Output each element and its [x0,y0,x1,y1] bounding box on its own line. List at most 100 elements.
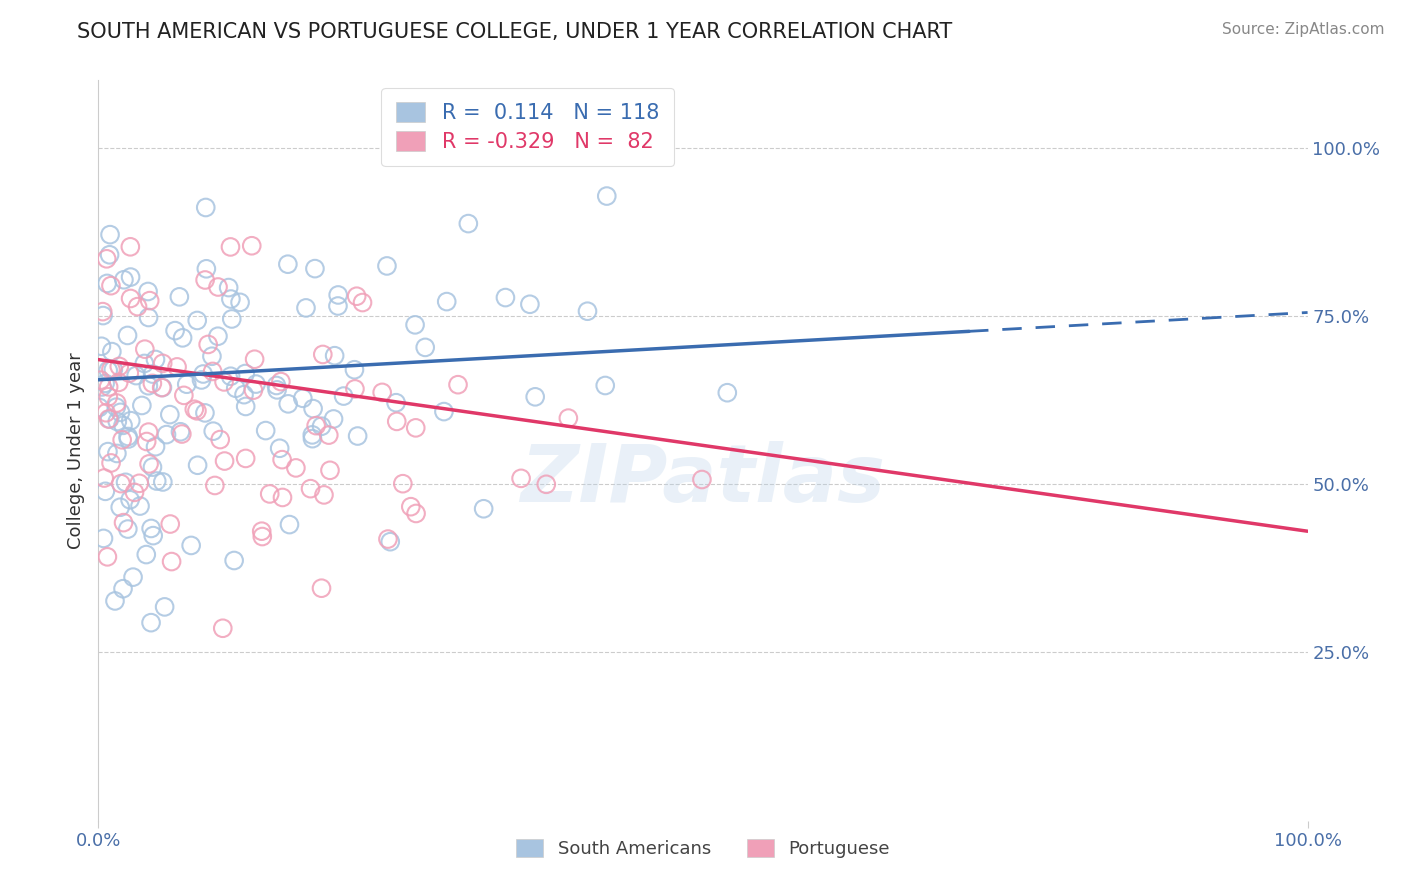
Point [201,364,224,378]
Point [160,555,183,569]
Point [139,615,162,630]
Point [328,288,350,302]
Point [284,461,307,475]
Y-axis label: College, Under 1 year: College, Under 1 year [66,352,84,549]
Point [105,400,128,414]
Point [346,429,368,443]
Point [322,412,344,426]
Point [277,397,299,411]
Point [120,492,142,507]
Point [187,458,209,473]
Point [91,380,114,394]
Point [225,381,247,395]
Point [186,404,208,418]
Point [413,340,436,354]
Point [107,376,129,390]
Point [318,428,340,442]
Point [319,463,342,477]
Point [207,329,229,343]
Point [97,380,120,394]
Point [405,507,427,521]
Point [103,362,125,376]
Point [201,349,224,363]
Point [117,522,139,536]
Point [114,475,136,490]
Point [152,380,174,394]
Point [214,454,236,468]
Point [332,389,354,403]
Point [235,400,257,414]
Point [311,581,333,595]
Point [120,270,142,285]
Point [110,500,132,515]
Point [169,425,191,439]
Point [159,516,181,531]
Point [405,421,427,435]
Point [240,239,263,253]
Point [98,248,121,262]
Point [271,452,294,467]
Point [343,382,366,396]
Point [173,388,195,402]
Point [112,418,135,433]
Point [190,373,212,387]
Point [159,408,181,422]
Point [105,415,128,429]
Point [346,289,368,303]
Point [302,401,325,416]
Point [110,405,132,419]
Point [152,356,174,370]
Point [242,383,264,397]
Point [259,487,281,501]
Point [129,499,152,513]
Point [270,375,292,389]
Point [138,310,160,325]
Point [404,318,426,332]
Point [127,300,149,314]
Point [304,261,326,276]
Point [166,359,188,374]
Point [291,392,314,406]
Point [202,424,225,438]
Point [224,553,246,567]
Point [142,367,165,381]
Point [377,532,399,546]
Point [690,473,713,487]
Point [138,293,160,308]
Point [97,363,120,377]
Point [120,292,142,306]
Point [212,375,235,389]
Point [252,530,274,544]
Point [312,347,335,361]
Point [94,376,117,391]
Point [131,399,153,413]
Point [100,278,122,293]
Point [301,428,323,442]
Point [135,434,157,449]
Point [124,485,146,500]
Point [472,501,495,516]
Point [233,367,256,381]
Point [593,378,616,392]
Point [510,471,533,485]
Point [145,352,167,367]
Point [145,440,167,454]
Point [104,594,127,608]
Point [269,442,291,456]
Point [96,252,118,266]
Point [152,475,174,489]
Point [91,304,114,318]
Point [117,328,139,343]
Point [245,377,267,392]
Point [197,337,219,351]
Point [186,313,208,327]
Point [219,369,242,384]
Point [266,383,288,397]
Point [172,331,194,345]
Point [170,427,193,442]
Point [278,517,301,532]
Point [91,309,114,323]
Point [233,387,256,401]
Point [176,377,198,392]
Point [219,292,242,306]
